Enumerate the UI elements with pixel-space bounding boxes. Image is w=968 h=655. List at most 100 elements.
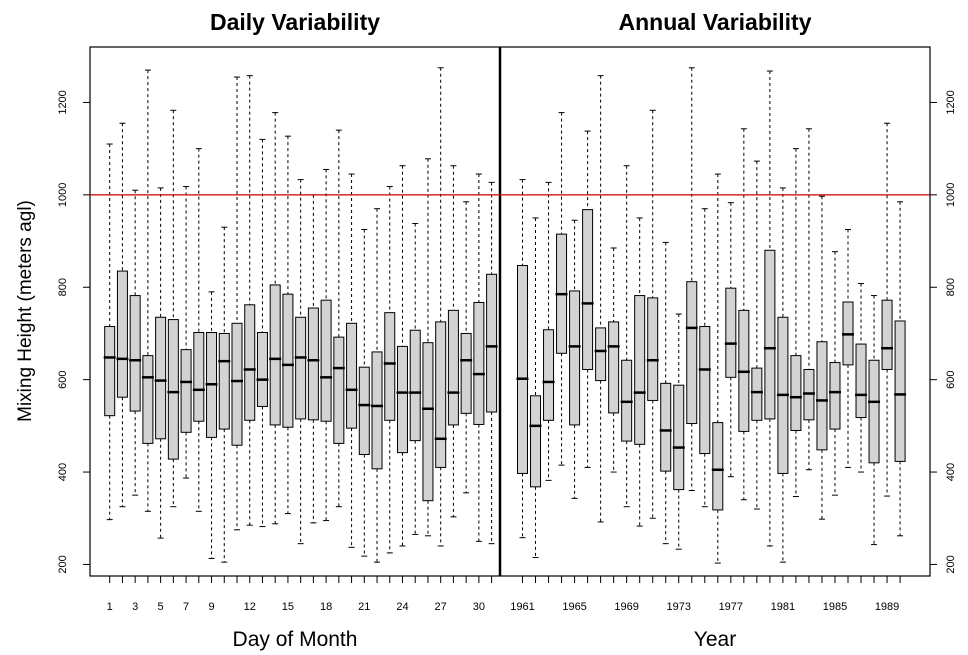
daily-box-12 [243,75,256,583]
daily-iqr-box-10 [218,332,230,430]
daily-iqr-box-28 [447,309,459,426]
daily-x-axis-label: Day of Month [233,628,358,651]
daily-box-16 [294,179,307,583]
daily-box-31 [485,181,498,583]
annual-boxes: 1961 1965 1969 1973 1977 1981 1985 1989 [510,67,907,613]
daily-iqr-box-22 [371,351,383,470]
annual-iqr-box-1967 [595,327,607,382]
daily-iqr-box-5 [155,316,167,440]
daily-box-17 [307,194,320,583]
daily-box-7 [180,186,193,583]
y-tick-label-left-5: 1200 [57,90,69,114]
annual-box-1989 [881,122,894,583]
daily-x-tick-label-5: 5 [158,601,164,613]
daily-iqr-box-26 [422,342,434,502]
annual-x-tick-label-1977: 1977 [719,601,743,613]
daily-box-29 [460,201,473,583]
daily-iqr-box-17 [307,307,319,421]
annual-x-tick-label-1981: 1981 [771,601,795,613]
axes: 200 200 400 400 600 600 800 800 1000 1000 1200 1200 [57,46,957,577]
annual-iqr-box-1966 [582,209,594,370]
annual-x-tick-label-1969: 1969 [614,601,638,613]
daily-x-tick-label-24: 24 [396,601,408,613]
annual-box-1984 [815,195,828,583]
annual-x-axis-label: Year [694,628,736,651]
daily-iqr-box-15 [282,293,294,428]
annual-box-1985 [828,251,841,583]
daily-box-20 [345,173,358,583]
plot-frame [89,46,931,577]
annual-box-1983 [802,128,815,583]
daily-x-tick-label-30: 30 [473,601,485,613]
panel-daily: Daily Variability Day of Month 1 3 5 7 9 12 15… [103,9,498,651]
y-tick-label-right-4: 1000 [945,183,957,207]
annual-box-1980 [763,70,776,583]
annual-iqr-box-1985 [829,362,841,430]
daily-box-26 [421,158,434,583]
annual-box-1965 [568,219,581,583]
annual-iqr-box-1974 [686,281,698,425]
daily-x-tick-label-1: 1 [107,601,113,613]
annual-box-1976 [711,173,724,583]
annual-box-1979 [750,160,763,583]
annual-box-1972 [659,241,672,583]
daily-box-5 [154,187,167,583]
daily-iqr-box-25 [409,329,421,442]
y-tick-label-left-3: 800 [57,278,69,296]
daily-iqr-box-4 [142,355,154,444]
daily-panel-title: Daily Variability [210,9,380,35]
annual-box-1964 [555,112,568,583]
daily-iqr-box-8 [193,332,205,422]
annual-iqr-box-1973 [673,384,685,491]
daily-x-tick-label-18: 18 [320,601,332,613]
annual-iqr-box-1972 [660,382,672,472]
daily-x-tick-label-27: 27 [435,601,447,613]
annual-x-tick-label-1985: 1985 [823,601,847,613]
daily-box-21 [358,228,371,583]
annual-iqr-box-1965 [569,290,581,426]
annual-x-tick-label-1989: 1989 [875,601,899,613]
annual-iqr-box-1962 [530,395,542,488]
annual-iqr-box-1984 [816,341,828,451]
daily-box-6 [167,109,180,583]
daily-box-25 [409,222,422,583]
daily-box-18 [320,168,333,583]
annual-iqr-box-1968 [608,321,620,414]
annual-iqr-box-1963 [543,329,555,421]
daily-iqr-box-6 [167,319,179,460]
annual-box-1969 [620,165,633,583]
annual-box-1971 [646,109,659,583]
daily-box-3 [129,189,142,583]
annual-iqr-box-1989 [881,299,893,370]
annual-box-1990 [894,201,907,583]
daily-iqr-box-12 [244,304,256,421]
annual-box-1968 [607,247,620,583]
daily-iqr-box-14 [269,284,281,426]
annual-box-1977 [724,202,737,583]
daily-iqr-box-23 [384,312,396,421]
daily-iqr-box-19 [333,336,345,444]
annual-box-1987 [855,283,868,583]
y-tick-label-left-0: 200 [57,555,69,573]
daily-iqr-box-27 [435,321,447,468]
annual-box-1962 [529,217,542,583]
annual-box-1981 [776,187,789,583]
annual-panel-title: Annual Variability [619,9,812,35]
daily-x-tick-label-7: 7 [183,601,189,613]
daily-box-10 [218,226,231,583]
annual-x-tick-label-1961: 1961 [510,601,534,613]
annual-box-1975 [698,208,711,583]
annual-box-1974 [685,67,698,583]
annual-box-1967 [594,75,607,583]
annual-iqr-box-1988 [868,359,880,464]
annual-box-1988 [868,295,881,583]
daily-box-28 [447,165,460,583]
annual-box-1986 [842,228,854,583]
daily-iqr-box-3 [129,295,141,412]
daily-box-24 [396,165,409,583]
y-tick-label-right-0: 200 [945,555,957,573]
y-tick-label-left-1: 400 [57,463,69,481]
daily-x-tick-label-12: 12 [244,601,256,613]
daily-box-23 [383,186,396,583]
daily-box-30 [472,173,485,583]
